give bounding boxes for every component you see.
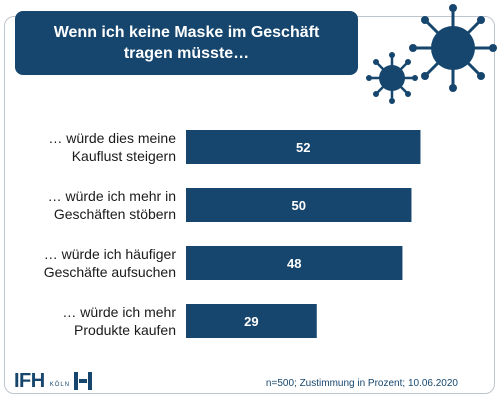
category-label: … würde ich häufiger Geschäfte aufsuchen xyxy=(44,246,177,280)
logo-subtext: KÖLN xyxy=(49,382,71,388)
virus-icon-large xyxy=(409,4,497,92)
bar-value-label: 50 xyxy=(291,198,305,213)
bar-value-label: 52 xyxy=(296,140,310,155)
bar xyxy=(186,246,403,280)
bar xyxy=(186,304,317,338)
virus-icon-small xyxy=(366,52,418,104)
ifh-logo: IFH KÖLN xyxy=(14,369,93,392)
category-label: … würde dies meine Kauflust steigern xyxy=(48,130,176,164)
bar xyxy=(186,130,421,164)
category-label: … würde ich mehr in Geschäften stöbern xyxy=(48,188,176,222)
category-label: … würde ich mehr Produkte kaufen xyxy=(62,304,176,338)
chart-title: Wenn ich keine Maske im Geschäft tragen … xyxy=(15,11,358,75)
bar-value-label: 29 xyxy=(244,314,258,329)
logo-text: IFH xyxy=(14,369,45,392)
bar xyxy=(186,188,412,222)
logo-mark-icon xyxy=(74,372,93,390)
footnote: n=500; Zustimmung in Prozent; 10.06.2020 xyxy=(265,378,458,389)
bar-value-label: 48 xyxy=(287,256,301,271)
